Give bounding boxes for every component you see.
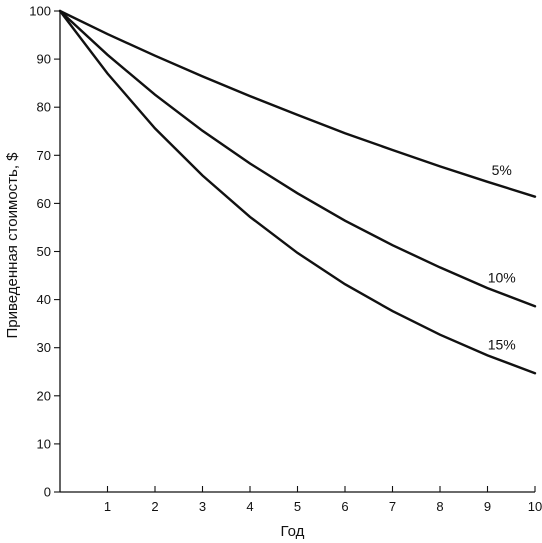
- y-tick-label: 100: [29, 4, 51, 19]
- y-tick-label: 30: [37, 340, 51, 355]
- x-axis-title: Год: [281, 523, 305, 540]
- x-tick-label: 2: [151, 499, 158, 514]
- y-tick-label: 40: [37, 292, 51, 307]
- x-tick-label: 5: [294, 499, 301, 514]
- y-tick-label: 60: [37, 196, 51, 211]
- series-line-1: [58, 9, 537, 198]
- y-tick-label: 50: [37, 244, 51, 259]
- series-label-3: 15%: [488, 337, 516, 353]
- series-label-2: 10%: [488, 270, 516, 286]
- y-axis-title: Приведенная стоимость, $: [4, 152, 21, 339]
- y-tick-label: 0: [44, 485, 51, 500]
- x-tick-label: 9: [484, 499, 491, 514]
- series-label-1: 5%: [492, 162, 512, 178]
- x-tick-label: 8: [436, 499, 443, 514]
- series-group: 5% 10% 15%: [58, 9, 537, 375]
- x-tick-label: 7: [389, 499, 396, 514]
- x-tick-label: 1: [104, 499, 111, 514]
- y-tick-label: 10: [37, 436, 51, 451]
- y-tick-label: 80: [37, 100, 51, 115]
- y-tick-label: 70: [37, 148, 51, 163]
- x-axis-ticks: 1 2 3 4 5 6 7 8 9 10: [104, 486, 542, 514]
- y-tick-label: 90: [37, 52, 51, 67]
- x-tick-label: 3: [199, 499, 206, 514]
- x-tick-label: 10: [528, 499, 542, 514]
- series-line-2: [58, 9, 537, 308]
- y-axis-ticks: 0 10 20 30 40 50 60 70 80 90 100: [29, 4, 60, 500]
- x-tick-label: 4: [246, 499, 253, 514]
- y-tick-label: 20: [37, 388, 51, 403]
- x-tick-label: 6: [341, 499, 348, 514]
- series-line-3: [58, 9, 537, 375]
